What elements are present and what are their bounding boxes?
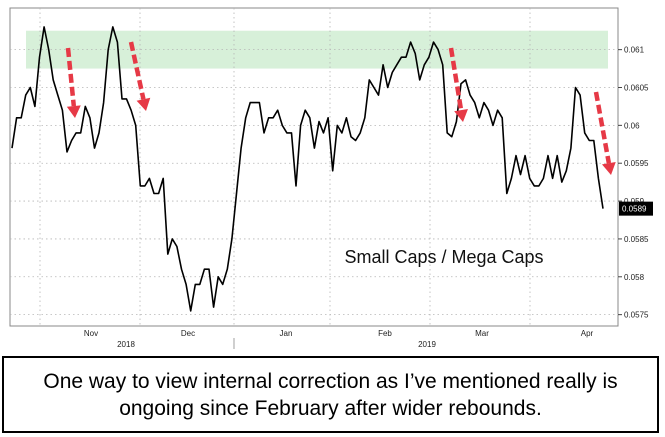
down-arrow-shaft: [65, 47, 77, 107]
x-tick-label: Jan: [280, 329, 293, 338]
down-arrow-shaft: [593, 91, 612, 164]
y-tick-label: 0.059: [624, 197, 645, 206]
x-tick-label: Feb: [378, 329, 392, 338]
x-tick-label: Dec: [181, 329, 195, 338]
chart-title: Small Caps / Mega Caps: [344, 247, 543, 267]
down-arrow-head: [601, 161, 616, 175]
caption-box: One way to view internal correction as I…: [2, 356, 659, 433]
down-arrow-shaft: [128, 41, 146, 100]
plot-frame: [9, 7, 619, 327]
chart-svg: 0.0575 0.058 0.0585 0.059 0.0595 0.06 0.0605 0.…: [9, 7, 653, 349]
last-value-label: 0.0589: [622, 205, 647, 214]
chart: 0.0575 0.058 0.0585 0.059 0.0595 0.06 0.0605 0.…: [9, 7, 653, 349]
year-label: 2018: [117, 340, 135, 349]
x-tick-label: Apr: [581, 329, 594, 338]
y-tick-label: 0.0585: [624, 235, 649, 244]
down-arrow-head: [136, 97, 151, 111]
x-tick-label: Nov: [84, 329, 98, 338]
y-tick-label: 0.058: [624, 273, 645, 282]
down-arrow-head: [454, 109, 468, 122]
y-tick-label: 0.06: [624, 121, 640, 130]
y-tick-label: 0.0575: [624, 311, 649, 320]
x-tick-label: Mar: [475, 329, 489, 338]
year-label: 2019: [418, 340, 436, 349]
y-tick-label: 0.0605: [624, 84, 649, 93]
last-value-box: [619, 201, 653, 216]
caption-text: One way to view internal correction as I…: [43, 369, 618, 420]
down-arrow-shaft: [448, 47, 464, 111]
series-line: [11, 26, 604, 312]
y-tick-label: 0.0595: [624, 159, 649, 168]
down-arrow-head: [66, 105, 81, 118]
y-tick-label: 0.061: [624, 46, 645, 55]
